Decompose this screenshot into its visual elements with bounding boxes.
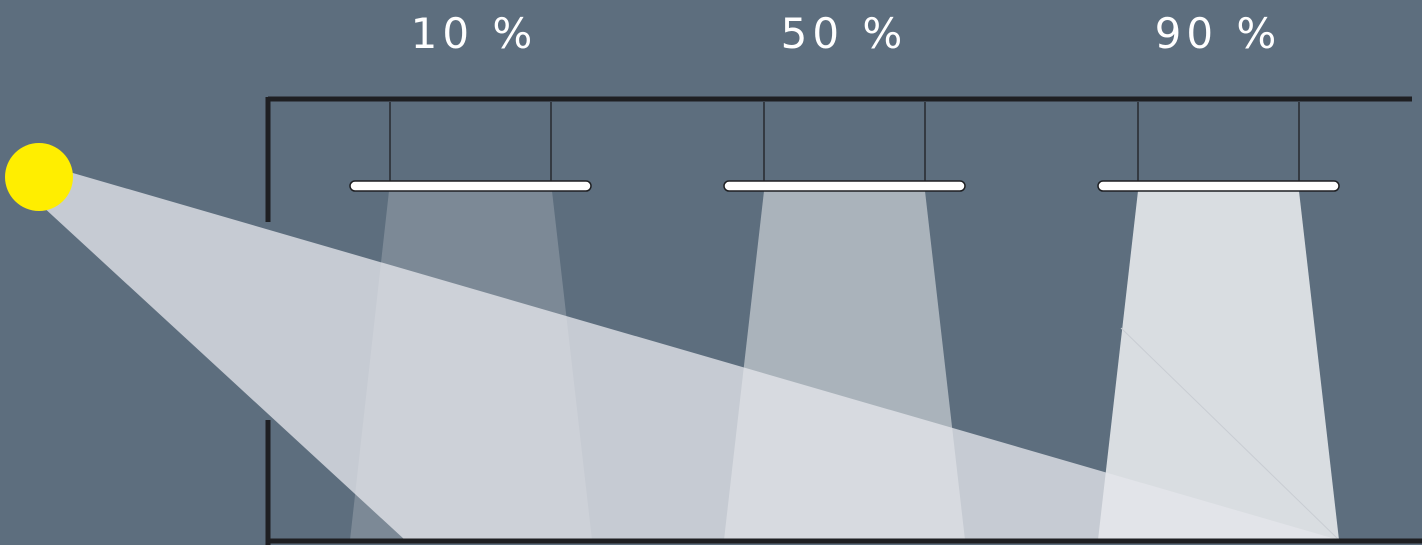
sunlight-beam <box>41 171 1339 540</box>
luminaire-1 <box>349 102 592 192</box>
luminaire-3-light-cone <box>1098 191 1339 540</box>
luminaire-3 <box>1097 102 1340 192</box>
luminaire-2-body <box>723 180 966 192</box>
sun-icon <box>5 143 73 211</box>
luminaire-3-dimming-label: 90 % <box>1154 9 1282 58</box>
sunlight-reflection-line <box>1120 327 1340 541</box>
luminaire-2 <box>723 102 966 192</box>
luminaire-3-body <box>1097 180 1340 192</box>
luminaire-1-body <box>349 180 592 192</box>
luminaire-2-dimming-label: 50 % <box>780 9 908 58</box>
room-walls <box>265 96 1422 545</box>
luminaire-1-dimming-label: 10 % <box>410 9 538 58</box>
